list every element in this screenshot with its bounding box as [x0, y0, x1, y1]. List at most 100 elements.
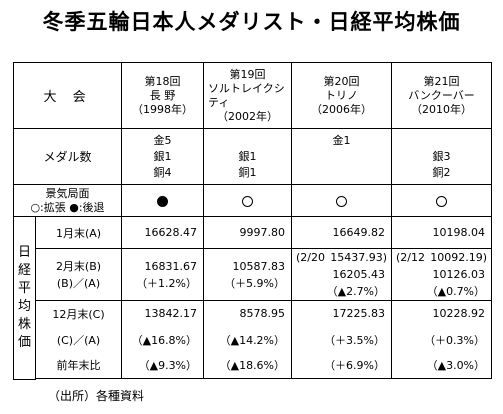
source-note: （出所）各種資料 — [48, 389, 145, 403]
event-number: 第19回 — [229, 67, 266, 81]
dec-ratio-label: (C)／(A) — [34, 326, 123, 353]
feb-date: (2/12 — [396, 251, 426, 264]
event-col-2: 第20回 トリノ （2006年） — [291, 62, 393, 129]
feb-cell-0: 16831.67 （＋1.2%） — [121, 248, 205, 301]
feb-ratio: （＋5.9%） — [224, 276, 286, 290]
expansion-circle-icon — [242, 194, 254, 207]
feb-date: (2/20 — [296, 251, 326, 264]
event-city: 長 野 — [149, 88, 176, 102]
jan-value-1: 9997.80 — [203, 216, 293, 249]
event-col-1: 第19回 ソルトレイクシティ （2002年） — [203, 62, 293, 129]
dec-ratio-3: （＋0.3%） — [391, 326, 493, 353]
medal-bronze: 銅4 — [153, 165, 172, 179]
jan-value-0: 16628.47 — [121, 216, 205, 249]
spacer-row — [14, 379, 492, 380]
economy-cell-1 — [203, 184, 293, 217]
economy-label-line1: 景気局面 — [45, 186, 90, 200]
vertical-char: 価 — [17, 335, 31, 350]
event-number: 第18回 — [144, 74, 181, 88]
event-number: 第21回 — [423, 74, 460, 88]
spacer-cell — [36, 379, 492, 380]
economy-cell-0 — [121, 184, 205, 217]
dec-ratio-2: （＋3.5%） — [291, 326, 393, 353]
feb-value: 15437.93) — [330, 251, 388, 264]
dec-ratio-0: （▲16.8%） — [121, 326, 205, 353]
prev-year-3: （▲3.0%） — [391, 352, 493, 379]
medal-gold — [392, 133, 491, 149]
jan-value-3: 10198.04 — [391, 216, 493, 249]
medal-gold: 金5 — [153, 133, 172, 147]
feb-ratio: 10126.03（▲0.7%） — [426, 268, 486, 298]
feb-label-line1: 2月末(B) — [55, 259, 102, 273]
prev-year-row: 前年末比 （▲9.3%） （▲18.6%） （＋6.9%） （▲3.0%） — [14, 352, 493, 379]
dec-ratio-row: (C)／(A) （▲16.8%） （▲14.2%） （＋3.5%） （＋0.3%… — [14, 326, 493, 353]
prev-year-2: （＋6.9%） — [291, 352, 393, 379]
feb-cell-2: (2/20 15437.93) 16205.43（▲2.7%） — [291, 248, 393, 301]
economy-row: 景気局面 ○:拡張 ●:後退 — [12, 184, 493, 217]
medal-bronze: 銅1 — [238, 165, 257, 179]
feb-value: 10092.19) — [430, 251, 488, 264]
event-col-3: 第21回 バンクーバー （2010年） — [391, 62, 493, 129]
medal-cell-3: 銀3 銅2 — [391, 128, 493, 185]
economy-label-line2: ○:拡張 ●:後退 — [30, 200, 105, 214]
event-city: ソルトレイクシティ — [208, 81, 285, 109]
feb-cell-1: 10587.83 （＋5.9%） — [203, 248, 293, 301]
medal-silver: 銀1 — [238, 149, 257, 163]
filled-circle-icon — [157, 195, 169, 207]
dec-row: 12月末(C) 13842.17 8578.95 17225.83 10228.… — [14, 300, 493, 327]
open-circle-icon — [436, 195, 448, 207]
vertical-char: 均 — [17, 299, 31, 314]
feb-cell-3: (2/12 10092.19) 10126.03（▲0.7%） — [391, 248, 493, 301]
prev-year-1: （▲18.6%） — [203, 352, 293, 379]
feb-ratio: 16205.43（▲2.7%） — [326, 268, 386, 298]
medal-cell-2: 金1 — [291, 128, 393, 185]
jan-value-2: 16649.82 — [291, 216, 393, 249]
vertical-char: 経 — [17, 263, 31, 278]
medal-bronze: 銅2 — [432, 165, 451, 179]
medals-label: メダル数 — [12, 128, 123, 185]
event-col-0: 第18回 長 野 （1998年） — [121, 62, 205, 129]
economy-cell-2 — [291, 184, 393, 217]
feb-label: 2月末(B) (B)／(A) — [34, 248, 123, 301]
event-city: バンクーバー — [408, 88, 475, 102]
event-year: （2002年） — [217, 109, 279, 123]
event-number: 第20回 — [323, 74, 360, 88]
medal-gold — [204, 133, 291, 149]
economy-label: 景気局面 ○:拡張 ●:後退 — [12, 184, 123, 217]
taikai-label: 大 会 — [12, 62, 123, 129]
feb-label-line2: (B)／(A) — [56, 276, 101, 290]
medal-gold: 金1 — [332, 133, 351, 147]
medal-cell-1: 銀1 銅1 — [203, 128, 293, 185]
event-year: （2010年） — [411, 102, 473, 116]
medal-silver: 銀1 — [153, 149, 172, 163]
dec-value-1: 8578.95 — [203, 300, 293, 327]
dec-value-2: 17225.83 — [291, 300, 393, 327]
medal-cell-0: 金5 銀1 銅4 — [121, 128, 205, 185]
nikkei-vertical-label: 日 経 平 均 株 価 — [13, 216, 36, 380]
medal-silver — [292, 149, 391, 165]
dec-label: 12月末(C) — [34, 300, 123, 327]
header-row: 大 会 第18回 長 野 （1998年） 第19回 ソルトレイクシティ （200… — [12, 62, 493, 129]
event-year: （1998年） — [132, 102, 194, 116]
page-title: 冬季五輪日本人メダリスト・日経平均株価 — [42, 9, 461, 34]
vertical-char: 株 — [17, 317, 31, 332]
medal-silver: 銀3 — [432, 149, 451, 163]
vertical-char: 平 — [17, 281, 31, 296]
event-city: トリノ — [325, 88, 359, 102]
feb-value: 10587.83 — [232, 259, 286, 273]
expansion-circle-icon — [336, 194, 348, 207]
event-year: （2006年） — [311, 102, 373, 116]
feb-value: 16831.67 — [144, 259, 198, 273]
dec-value-0: 13842.17 — [121, 300, 205, 327]
prev-year-label: 前年末比 — [34, 352, 123, 379]
feb-row: 2月末(B) (B)／(A) 16831.67 （＋1.2%） 10587.83… — [14, 248, 493, 301]
medal-nikkei-table: 大 会 第18回 長 野 （1998年） 第19回 ソルトレイクシティ （200… — [12, 62, 493, 380]
feb-ratio: （＋1.2%） — [136, 276, 198, 290]
economy-cell-3 — [391, 184, 493, 217]
vertical-char: 日 — [17, 245, 31, 260]
dec-ratio-1: （▲14.2%） — [203, 326, 293, 353]
recession-circle-icon — [157, 194, 169, 207]
expansion-circle-icon — [436, 194, 448, 207]
dec-value-3: 10228.92 — [391, 300, 493, 327]
